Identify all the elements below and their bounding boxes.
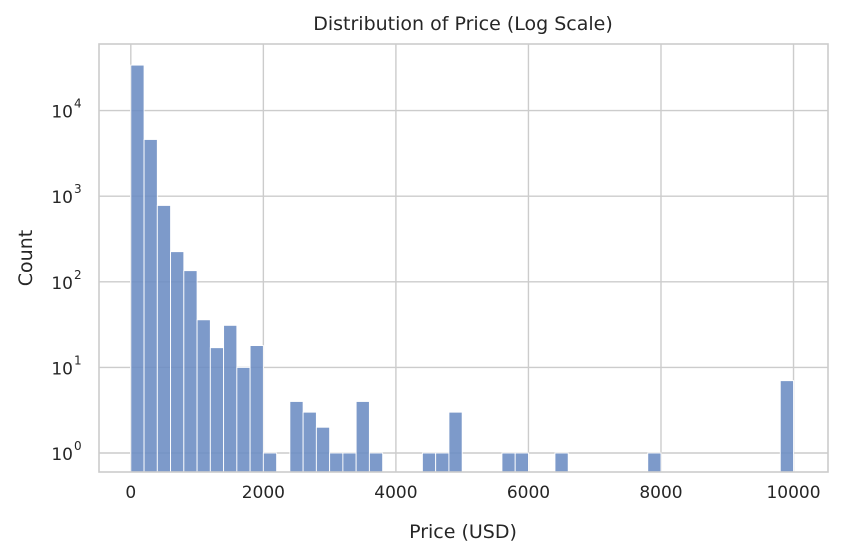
- x-axis-label: Price (USD): [409, 521, 517, 543]
- plot-area-frame: [98, 43, 829, 473]
- histogram-bar: [156, 204, 172, 473]
- histogram-bar: [262, 452, 278, 473]
- x-tick-label: 4000: [374, 483, 417, 503]
- y-tick-exponent: 2: [74, 268, 82, 282]
- chart-title: Distribution of Price (Log Scale): [313, 13, 613, 35]
- histogram-bar: [183, 270, 198, 473]
- histogram-bar: [130, 64, 145, 473]
- y-tick-exponent: 1: [74, 353, 82, 367]
- x-tick-label: 0: [125, 483, 136, 503]
- histogram-bar: [236, 366, 251, 473]
- histogram-bar: [514, 452, 529, 473]
- y-tick-exponent: 0: [74, 439, 82, 453]
- histogram-bar: [501, 452, 516, 473]
- histogram-bar: [302, 411, 317, 473]
- histogram-bar: [448, 411, 463, 473]
- y-tick-exponent: 4: [74, 97, 82, 111]
- histogram-bar: [342, 452, 357, 473]
- y-tick-label: 10: [51, 103, 73, 123]
- y-tick-label: 10: [51, 445, 73, 465]
- histogram-bar: [143, 139, 158, 473]
- x-tick-label: 10000: [766, 483, 820, 503]
- histogram-bar: [315, 426, 331, 473]
- histogram-bar: [223, 324, 238, 473]
- x-tick-label: 8000: [639, 483, 682, 503]
- histogram-bar: [249, 345, 264, 473]
- histogram-bar: [647, 452, 662, 473]
- histogram-bars: [130, 64, 794, 473]
- histogram-bar: [355, 401, 370, 473]
- histogram-bar: [329, 452, 344, 473]
- histogram-bar: [196, 319, 211, 473]
- y-tick-label: 10: [51, 188, 73, 208]
- y-tick-label: 10: [51, 359, 73, 379]
- histogram-bar: [170, 251, 185, 473]
- histogram-bar: [435, 452, 450, 473]
- histogram-bar: [421, 452, 437, 473]
- histogram-bar: [289, 401, 304, 473]
- histogram-bar: [209, 347, 225, 473]
- x-tick-label: 6000: [507, 483, 550, 503]
- y-tick-exponent: 3: [74, 182, 82, 196]
- histogram-bar: [779, 380, 794, 473]
- y-tick-label: 10: [51, 274, 73, 294]
- x-axis-ticks: 0 2000 4000 6000 8000 10000: [125, 483, 820, 503]
- histogram-bar: [554, 452, 569, 473]
- histogram-bar: [368, 452, 384, 473]
- y-axis-label: Count: [15, 230, 37, 286]
- x-tick-label: 2000: [242, 483, 285, 503]
